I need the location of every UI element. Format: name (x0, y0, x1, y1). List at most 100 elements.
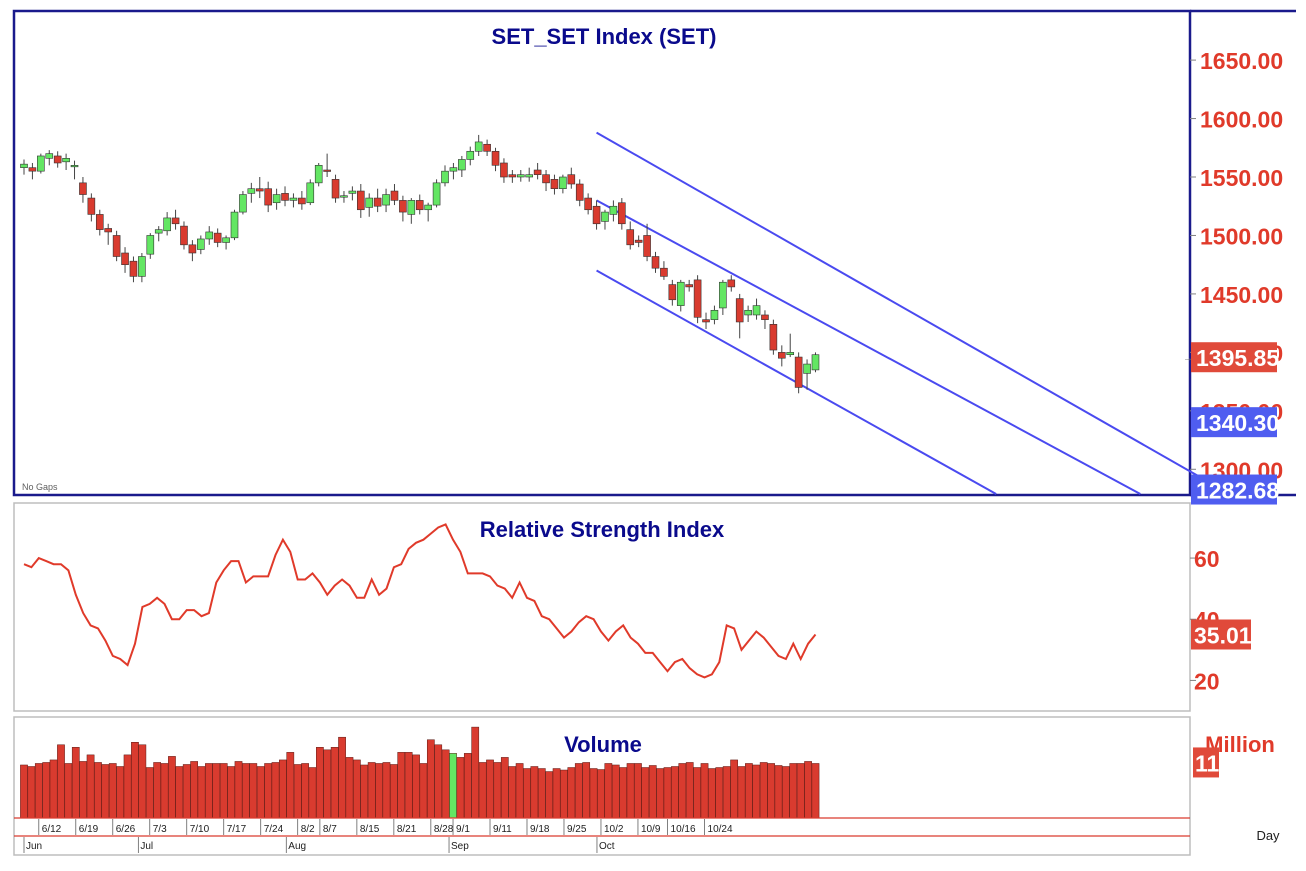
candle (298, 191, 306, 210)
candle (609, 200, 618, 222)
candle-body (390, 190, 399, 201)
volume-bar (456, 757, 465, 819)
volume-bar (574, 763, 583, 819)
candle-body (146, 235, 155, 255)
candle-body (53, 155, 62, 164)
candle (458, 155, 466, 178)
candle-body (79, 182, 87, 195)
candle (719, 279, 727, 315)
volume-bar (108, 763, 117, 819)
candle-body (668, 284, 677, 301)
candle (180, 221, 188, 250)
candle (567, 167, 576, 189)
volume-bar (478, 762, 487, 819)
candle-body (592, 205, 601, 225)
month-tick-label: Jul (140, 841, 153, 852)
candle-body (575, 183, 584, 201)
volume-bar (271, 762, 280, 819)
candle-body (458, 159, 466, 171)
candle (62, 153, 70, 170)
candle (634, 235, 643, 248)
candle (466, 146, 475, 166)
candle (525, 167, 534, 182)
candle-body (62, 158, 70, 163)
volume-bar (441, 749, 450, 819)
candle-body (348, 190, 357, 194)
candle (264, 181, 272, 213)
date-tick-label: 6/12 (42, 824, 62, 835)
candle-body (331, 179, 340, 199)
candle (618, 198, 626, 230)
volume-bar (190, 761, 198, 819)
volume-bar (508, 766, 517, 819)
volume-bar (412, 754, 420, 819)
date-tick-label: 10/2 (604, 824, 624, 835)
price-tick-label: 1650.00 (1200, 48, 1283, 74)
date-tick-label: 8/7 (323, 824, 337, 835)
candle (735, 293, 744, 339)
volume-bar (301, 763, 309, 819)
candle-body (45, 153, 54, 159)
volume-bar (397, 752, 406, 819)
volume-bar (138, 744, 147, 819)
date-tick-label: 7/24 (264, 824, 284, 835)
candle-body (550, 179, 559, 190)
candle-body (609, 205, 618, 215)
candle (306, 179, 315, 206)
candle (171, 209, 180, 230)
date-tick-label: 10/24 (708, 824, 733, 835)
volume-bar (611, 764, 620, 819)
candle-body (356, 190, 365, 211)
candle (693, 275, 702, 324)
candle (449, 162, 458, 180)
volume-bar (693, 767, 701, 819)
price-tags: 1395.85→ 1340.30 1282.68 (1183, 342, 1279, 505)
candle-body (618, 202, 626, 225)
volume-bar (634, 763, 642, 819)
candle-body (373, 197, 382, 207)
volume-bar (404, 752, 413, 819)
channel-upper-line (596, 131, 1204, 480)
candle-body (516, 174, 525, 178)
candle-body (28, 167, 37, 172)
candle (20, 159, 28, 175)
volume-bar (685, 762, 694, 819)
candle (777, 345, 786, 367)
volume-bar (656, 768, 664, 819)
candle-body (769, 324, 778, 351)
candle-body (634, 239, 643, 243)
candle-body (719, 281, 727, 309)
volume-bar (42, 762, 51, 819)
candle (373, 188, 382, 213)
date-tick-label: 8/21 (397, 824, 417, 835)
candle (222, 235, 230, 250)
candle-body (37, 155, 45, 172)
candle-body (643, 235, 651, 257)
volume-bar (515, 763, 524, 819)
volume-bar (323, 749, 332, 819)
candle-body (651, 256, 660, 269)
volume-bar (227, 766, 235, 819)
volume-bar (545, 771, 554, 819)
volume-bar (730, 759, 738, 819)
candle (491, 147, 500, 172)
candle-body (20, 163, 28, 168)
candle (340, 191, 348, 203)
candle (584, 193, 592, 215)
volume-bar (345, 757, 354, 819)
volume-bar (486, 759, 494, 819)
candle-body (163, 217, 171, 232)
volume-bar (493, 762, 502, 819)
candle-body (483, 143, 491, 152)
price-tick-label: 1450.00 (1200, 282, 1283, 308)
candle-body (710, 309, 719, 320)
candle-body (340, 195, 348, 198)
candle-body (693, 279, 702, 318)
volume-bar (153, 762, 161, 819)
candle (205, 226, 214, 245)
candle-body (264, 188, 272, 206)
volume-bar (678, 763, 687, 819)
volume-bar (789, 763, 798, 819)
